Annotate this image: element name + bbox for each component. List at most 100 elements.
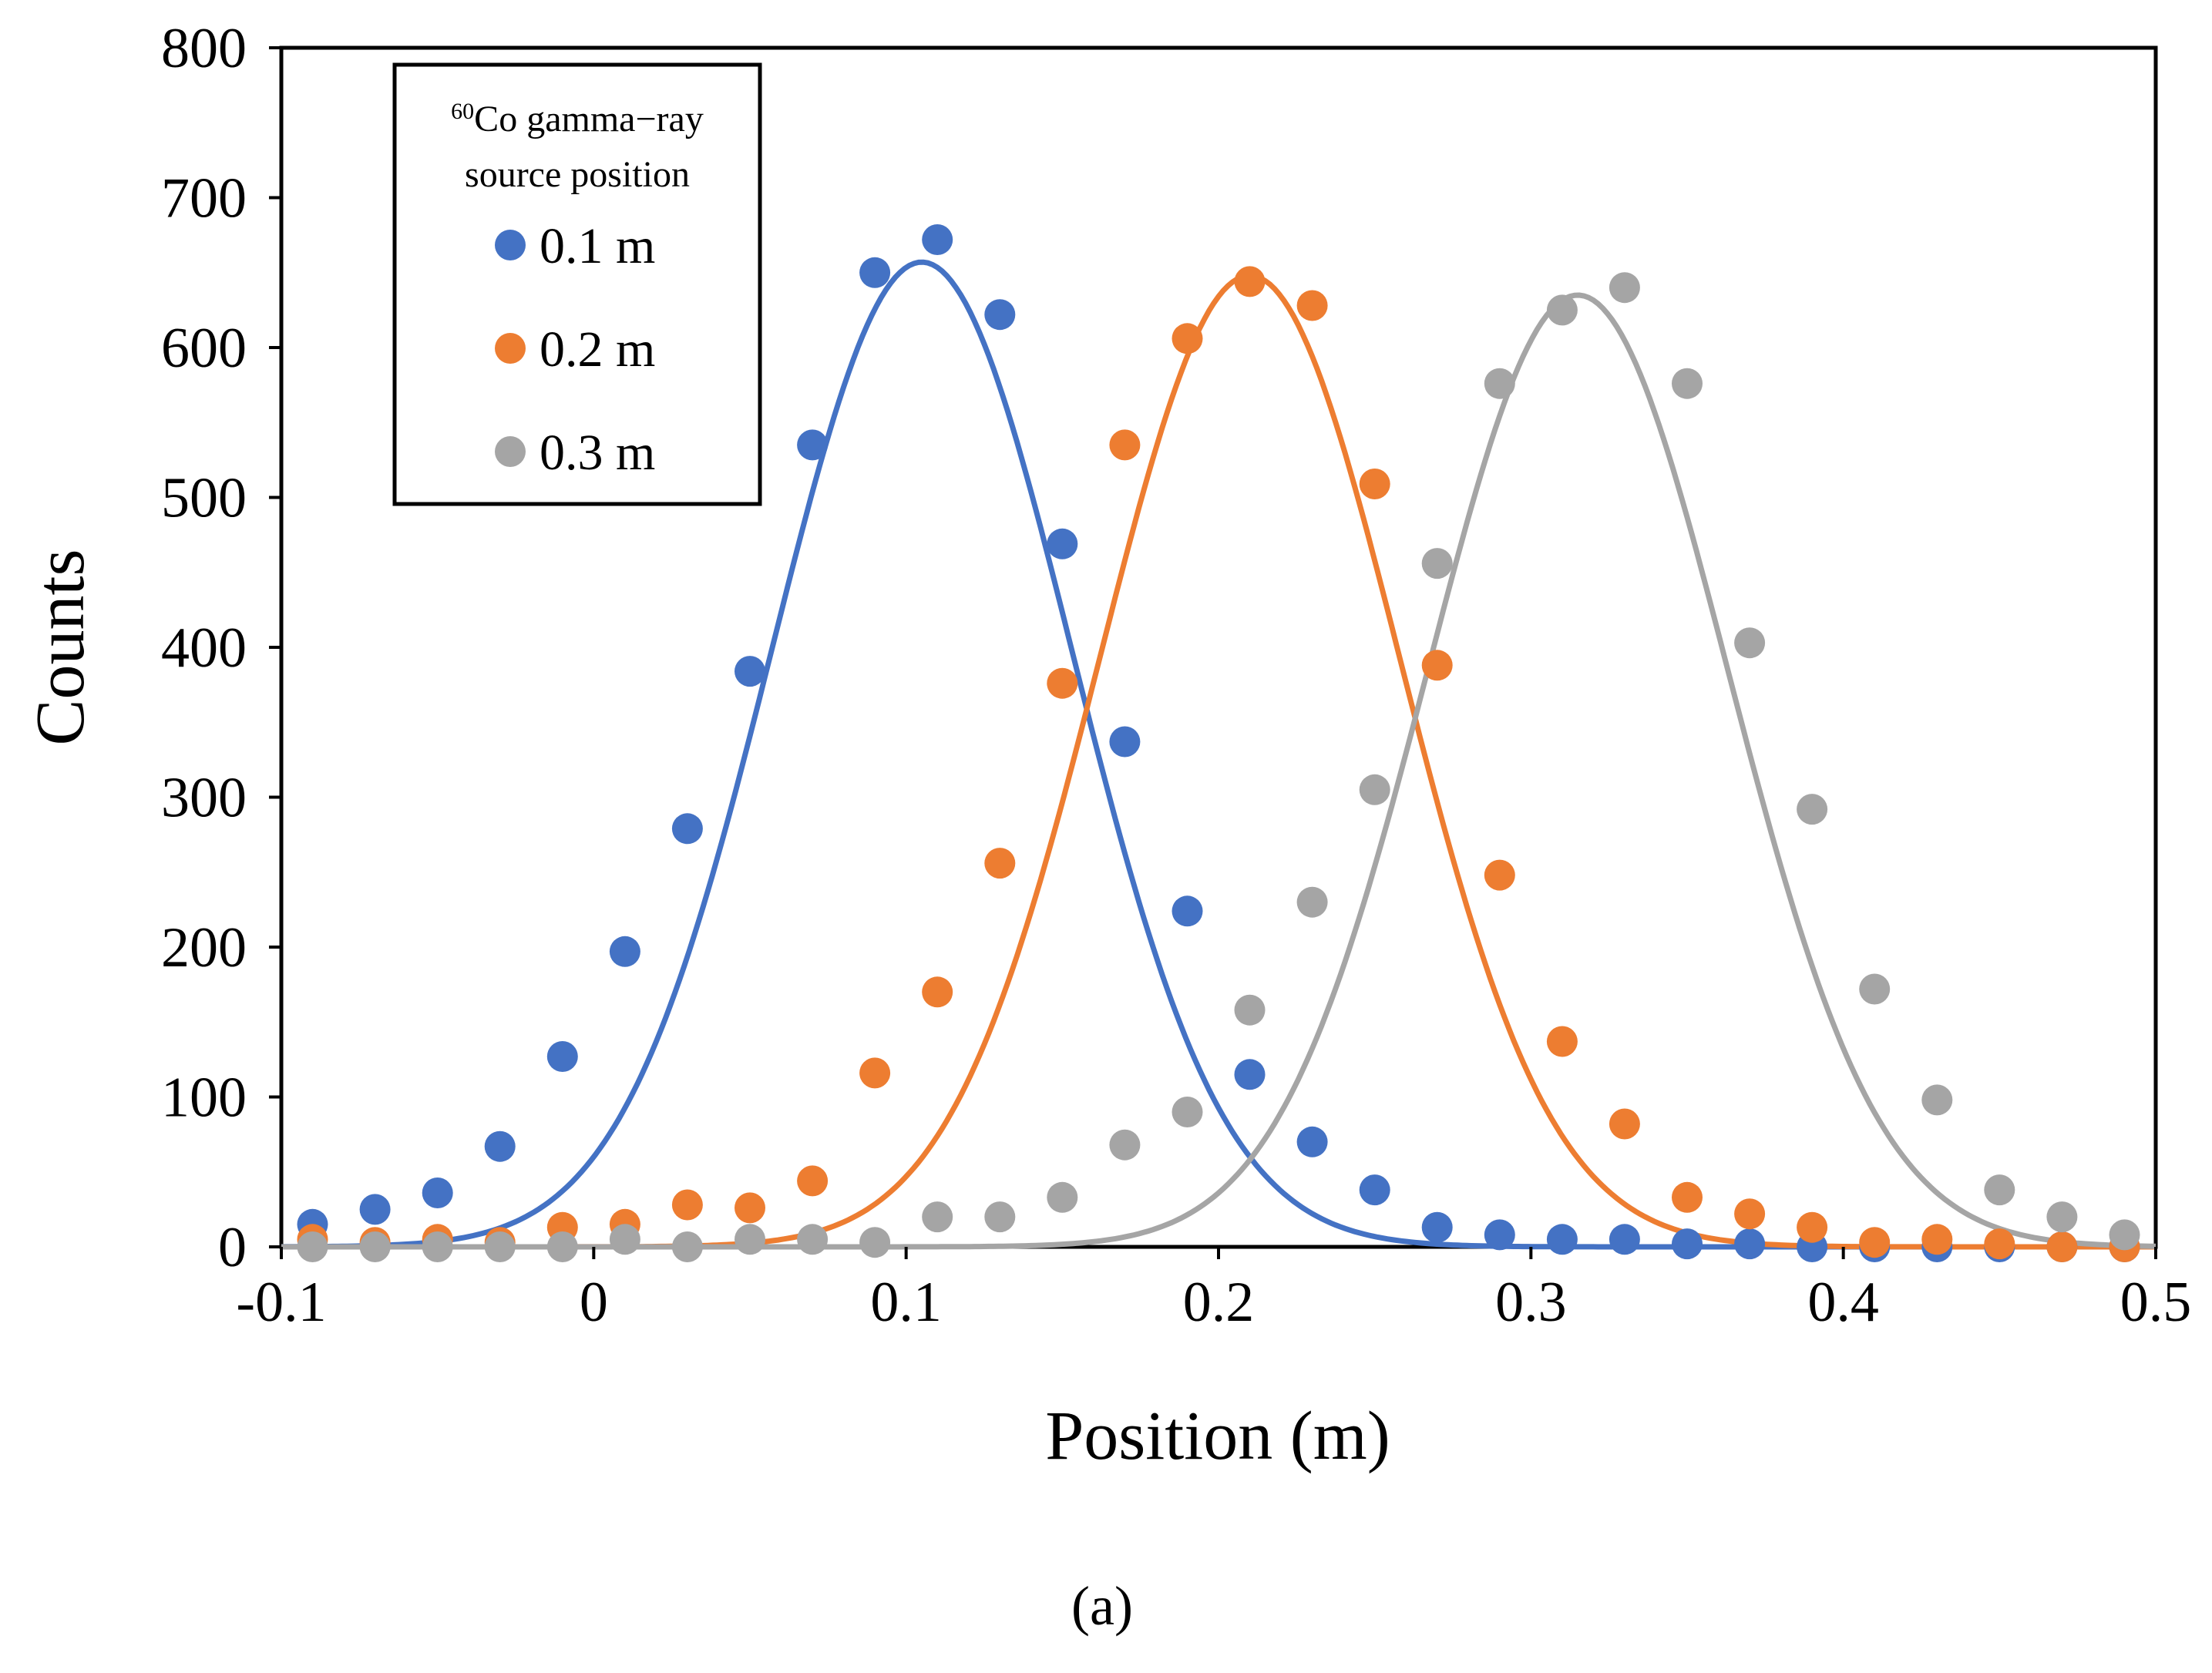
data-point-series-3 [1546, 294, 1578, 326]
data-point-series-3 [1984, 1174, 2015, 1206]
legend-items: 0.1 m 0.2 m 0.3 m [495, 218, 655, 481]
data-point-series-3 [297, 1231, 328, 1262]
x-tick-label: 0.2 [1183, 1271, 1255, 1334]
y-tick-label: 600 [161, 317, 247, 380]
data-point-series-1 [1546, 1224, 1578, 1255]
data-point-series-2 [1859, 1227, 1891, 1258]
legend-label-series-3: 0.3 m [540, 425, 655, 481]
data-point-series-2 [671, 1189, 703, 1221]
data-point-series-3 [2109, 1219, 2140, 1251]
legend-label-series-2: 0.2 m [540, 321, 655, 378]
data-point-series-1 [1609, 1224, 1640, 1255]
data-point-series-3 [1421, 548, 1453, 580]
data-point-series-1 [1672, 1228, 1703, 1260]
data-point-series-1 [422, 1177, 453, 1208]
y-tick-label: 500 [161, 467, 247, 530]
data-point-series-2 [1296, 290, 1328, 321]
legend-title-line-1: 60Co gamma−ray [451, 99, 704, 139]
data-point-series-2 [1797, 1211, 1828, 1243]
data-point-series-1 [484, 1130, 516, 1162]
data-point-series-1 [1172, 895, 1203, 927]
legend-title-line-2: source position [465, 154, 690, 195]
data-point-series-1 [1359, 1174, 1390, 1206]
data-point-series-1 [1109, 726, 1141, 758]
data-point-series-3 [1484, 368, 1515, 399]
data-point-series-3 [484, 1231, 516, 1262]
x-axis-title: Position (m) [1045, 1398, 1390, 1474]
data-point-series-1 [922, 224, 953, 255]
data-point-series-1 [1296, 1126, 1328, 1157]
data-point-series-2 [1109, 429, 1141, 461]
x-tick-label: 0 [580, 1271, 608, 1334]
data-point-series-1 [1421, 1211, 1453, 1243]
data-point-series-2 [1047, 667, 1078, 699]
data-point-series-2 [1234, 266, 1266, 297]
data-points [297, 224, 2140, 1262]
data-point-series-1 [984, 299, 1016, 331]
y-tick-label: 0 [218, 1216, 247, 1279]
data-point-series-3 [1234, 994, 1266, 1026]
data-point-series-1 [546, 1041, 578, 1072]
data-point-series-3 [1296, 886, 1328, 918]
x-tick-label: 0.3 [1495, 1271, 1567, 1334]
data-point-series-3 [609, 1224, 640, 1255]
legend-marker-series-1 [495, 230, 526, 260]
y-axis-title: Counts [22, 549, 99, 745]
legend-marker-series-2 [495, 333, 526, 364]
data-point-series-2 [922, 976, 953, 1008]
figure-caption: (a) [1071, 1575, 1133, 1637]
data-point-series-3 [984, 1201, 1016, 1233]
data-point-series-1 [1234, 1059, 1266, 1090]
data-point-series-3 [1797, 794, 1828, 825]
legend-label-series-1: 0.1 m [540, 218, 655, 274]
data-point-series-2 [2046, 1231, 2078, 1262]
y-tick-label: 100 [161, 1067, 247, 1130]
data-point-series-3 [797, 1224, 829, 1255]
data-point-series-3 [735, 1224, 765, 1255]
data-point-series-1 [359, 1194, 391, 1225]
data-point-series-2 [1484, 859, 1515, 891]
data-point-series-3 [1609, 272, 1640, 304]
data-point-series-2 [735, 1192, 765, 1224]
data-point-series-3 [1734, 627, 1766, 659]
legend-box [392, 62, 762, 506]
data-point-series-2 [1984, 1228, 2015, 1260]
data-point-series-2 [1359, 469, 1390, 499]
axis-ticks: -0.1 0 0.1 0.2 0.3 0.4 0.501002003004005006007… [161, 17, 2191, 1334]
data-point-series-3 [2046, 1201, 2078, 1233]
data-point-series-2 [1546, 1026, 1578, 1057]
x-tick-label: 0.4 [1807, 1271, 1879, 1334]
data-point-series-1 [671, 813, 703, 845]
data-point-series-2 [797, 1165, 829, 1197]
data-point-series-2 [1921, 1224, 1953, 1255]
data-point-series-1 [859, 257, 891, 288]
data-point-series-2 [1421, 650, 1453, 681]
data-point-series-1 [797, 429, 829, 461]
y-tick-label: 200 [161, 916, 247, 979]
y-tick-label: 800 [161, 17, 247, 80]
data-point-series-1 [609, 936, 640, 967]
data-point-series-3 [1859, 973, 1891, 1005]
data-point-series-3 [922, 1201, 953, 1233]
data-point-series-3 [1172, 1097, 1203, 1127]
data-point-series-3 [422, 1231, 453, 1262]
data-point-series-2 [1172, 323, 1203, 354]
data-point-series-3 [1047, 1181, 1078, 1213]
x-tick-label: 0.5 [2120, 1271, 2192, 1334]
y-tick-label: 400 [161, 616, 247, 680]
y-tick-label: 700 [161, 167, 247, 230]
legend: 60Co gamma−ray source position 0.1 m 0.2 … [392, 62, 762, 506]
data-point-series-1 [1734, 1228, 1766, 1260]
x-tick-label: 0.1 [870, 1271, 942, 1334]
data-point-series-1 [1484, 1219, 1515, 1251]
data-point-series-3 [671, 1231, 703, 1262]
legend-marker-series-3 [495, 436, 526, 467]
data-point-series-1 [735, 656, 765, 687]
data-point-series-2 [1734, 1198, 1766, 1230]
data-point-series-2 [859, 1057, 891, 1089]
data-point-series-2 [1672, 1181, 1703, 1213]
data-point-series-3 [1359, 774, 1390, 805]
data-point-series-3 [1109, 1129, 1141, 1161]
data-point-series-3 [1921, 1084, 1953, 1116]
